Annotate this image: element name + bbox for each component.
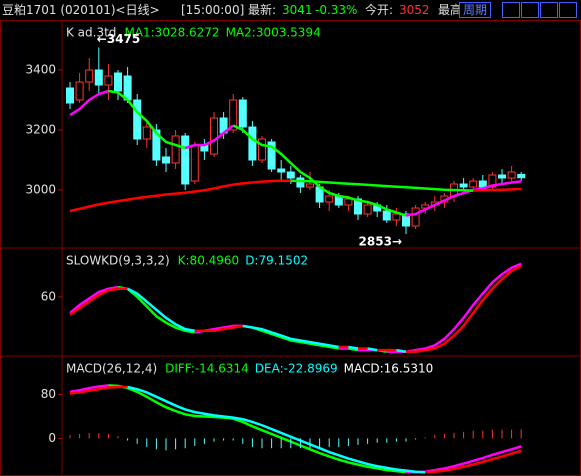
line [242, 324, 340, 349]
annotation: ←3475 [97, 32, 140, 46]
y-tick-label: 0 [48, 431, 56, 445]
panel-title: K ad.3td [66, 26, 116, 40]
line [108, 89, 186, 150]
candle-body [229, 99, 238, 131]
line [232, 124, 407, 217]
legend-entry: MA1:3028.6272 [124, 26, 219, 40]
candle-body [94, 69, 103, 86]
candle-body [344, 198, 353, 206]
candle-body [162, 156, 170, 164]
chart-area: 3000 3200 3400 K ad.3td MA1:3028.6272 MA2:300… [0, 20, 581, 476]
line [473, 187, 522, 192]
line [348, 347, 359, 352]
line [367, 347, 378, 352]
annotation: 2853→ [359, 235, 402, 249]
line [405, 180, 522, 217]
line [386, 262, 522, 354]
candle-body [363, 204, 372, 215]
line [127, 287, 196, 333]
candle-body [402, 213, 410, 227]
candle-body [411, 207, 420, 227]
candle-body [181, 135, 190, 185]
line [69, 89, 109, 117]
candle-body [507, 171, 516, 179]
line [69, 179, 291, 213]
line [406, 445, 522, 474]
candle-body [210, 117, 218, 155]
open: 3052 [399, 3, 430, 17]
y-tick-label: 60 [41, 289, 56, 303]
line [184, 124, 234, 150]
legend-entry: MA2:3003.5394 [226, 26, 321, 40]
candle-body [238, 99, 247, 128]
candle-body [517, 173, 526, 179]
open-label: 今开: [365, 3, 394, 17]
candle-body [459, 183, 468, 188]
period-button[interactable]: 周期 [459, 2, 492, 18]
y-tick-label: 3200 [25, 123, 56, 137]
panel-title: MACD(26,12,4) [66, 362, 157, 376]
line [425, 449, 522, 474]
line [396, 348, 407, 354]
line [108, 384, 407, 474]
nav-button[interactable] [502, 2, 520, 18]
change: -0.33% [315, 3, 358, 17]
header: 豆粕1701 (020101)<日线> [15:00:00] 最新: 3041 … [0, 0, 581, 20]
nav-button[interactable] [540, 2, 558, 18]
candle-body [296, 177, 305, 188]
candle-body [66, 87, 74, 104]
candle-body [114, 72, 122, 92]
time: [15:00:00] [181, 3, 245, 17]
candle-body [354, 198, 362, 215]
candle-body [123, 75, 132, 101]
line [194, 324, 244, 333]
nav-button[interactable] [521, 2, 539, 18]
line [406, 264, 522, 354]
candle-body [152, 129, 161, 161]
legend-entry: D:79.1502 [245, 254, 308, 268]
candle-body [75, 81, 84, 101]
candle-body [104, 75, 113, 86]
legend-entry: MACD:16.5310 [344, 362, 434, 376]
candle-body [478, 180, 487, 188]
candle-body [498, 174, 506, 179]
legend-entry: DIFF:-14.6314 [165, 362, 249, 376]
panel-title: SLOWKD(9,3,3,2) [66, 254, 170, 268]
line [290, 179, 474, 192]
latest: 3041 [282, 3, 313, 17]
instrument: 豆粕1701 (020101)<日线> [2, 3, 160, 17]
candle-body [469, 180, 478, 188]
candle-body [488, 174, 497, 188]
candle-body [85, 69, 94, 83]
latest-label: 最新: [248, 3, 277, 17]
nav-button[interactable] [559, 2, 577, 18]
candle-body [392, 213, 401, 221]
candle-body [258, 138, 266, 161]
candle-body [142, 126, 151, 140]
candle-body [171, 135, 180, 164]
y-tick-label: 3000 [25, 183, 56, 197]
candle-body [286, 171, 295, 179]
candle-body [267, 141, 276, 170]
candle-body [325, 195, 334, 203]
candle-body [382, 210, 391, 221]
candle-body [190, 144, 199, 182]
line [69, 287, 128, 316]
line [127, 385, 426, 474]
line [69, 285, 119, 314]
line [69, 385, 128, 395]
candle-body [248, 126, 257, 161]
candle-body [277, 168, 286, 173]
candle-body [133, 99, 142, 140]
legend-entry: DEA:-22.8969 [255, 362, 338, 376]
candle-body [306, 183, 314, 188]
legend-entry: K:80.4960 [178, 254, 240, 268]
line [69, 384, 109, 394]
y-tick-label: 3400 [25, 63, 56, 77]
line [348, 345, 359, 350]
y-tick-label: 80 [41, 387, 56, 401]
